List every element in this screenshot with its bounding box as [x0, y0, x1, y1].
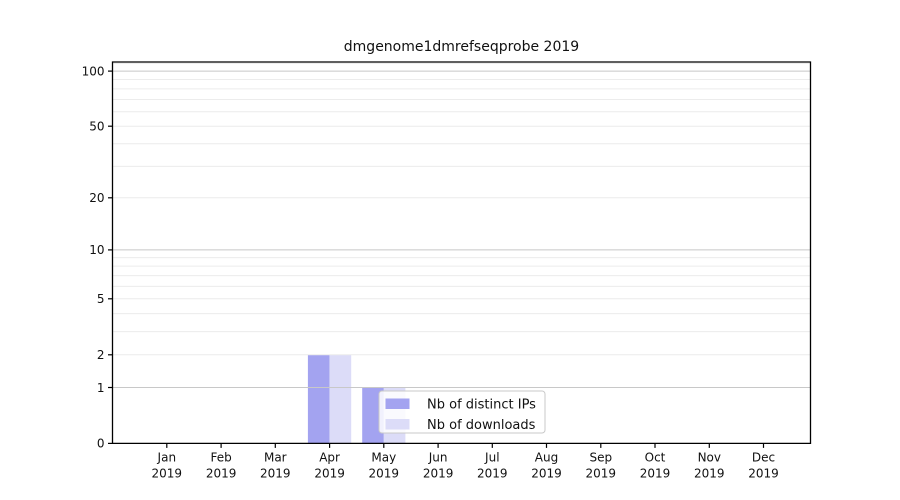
x-tick-label-month: Nov	[698, 451, 721, 465]
plot-border	[111, 61, 812, 445]
bar-may-nb-of-distinct-ips	[362, 387, 384, 444]
legend-label-downloads: Nb of downloads	[427, 418, 536, 433]
chart-title: dmgenome1dmrefseqprobe 2019	[344, 39, 579, 55]
x-tick-label-year: 2019	[640, 467, 671, 481]
x-tick-label-year: 2019	[152, 467, 183, 481]
plot-area: 0 1 2 5 10 20 50 100 Jan 2019 Feb 2019 Mar 2019 Apr 201…	[82, 61, 812, 481]
y-tick-label: 20	[89, 191, 104, 205]
plot-background	[112, 62, 811, 444]
x-tick-label-year: 2019	[260, 467, 291, 481]
x-tick-label-month: Sep	[589, 451, 612, 465]
x-tick-label-year: 2019	[477, 467, 508, 481]
legend: Nb of distinct IPs Nb of downloads	[378, 390, 546, 434]
bar-apr-nb-of-distinct-ips	[307, 354, 330, 444]
x-tick-label-month: May	[371, 451, 396, 465]
legend-frame	[378, 390, 546, 434]
x-tick-label-month: Jan	[157, 451, 177, 465]
x-tick-label-year: 2019	[369, 467, 400, 481]
legend-swatch-distinct-ips	[385, 398, 410, 409]
legend-swatch-downloads	[385, 419, 410, 430]
y-tick-label: 5	[97, 292, 105, 306]
x-tick-label-year: 2019	[586, 467, 617, 481]
x-tick-label-month: Aug	[535, 451, 558, 465]
y-tick-label: 10	[89, 243, 104, 257]
x-tick-label-month: Jun	[428, 451, 448, 465]
x-tick-label-year: 2019	[423, 467, 454, 481]
legend-label-distinct-ips: Nb of distinct IPs	[427, 398, 536, 413]
x-tick-label-month: Mar	[264, 451, 287, 465]
x-tick-label-year: 2019	[694, 467, 725, 481]
x-tick-label-year: 2019	[314, 467, 345, 481]
x-tick-label-month: Jul	[484, 451, 499, 465]
x-tick-label-month: Oct	[645, 451, 666, 465]
y-tick-label: 50	[89, 120, 104, 134]
y-tick-label: 0	[97, 437, 105, 451]
y-tick-label: 1	[97, 381, 105, 395]
x-tick-label-month: Dec	[752, 451, 775, 465]
x-tick-label-year: 2019	[748, 467, 779, 481]
y-tick-label: 100	[82, 64, 105, 78]
x-tick-label-year: 2019	[206, 467, 237, 481]
x-tick-label-year: 2019	[531, 467, 562, 481]
x-tick-label-month: Apr	[319, 451, 340, 465]
x-tick-label-month: Feb	[210, 451, 231, 465]
y-tick-label: 2	[97, 348, 105, 362]
bar-apr-nb-of-downloads	[329, 354, 352, 444]
